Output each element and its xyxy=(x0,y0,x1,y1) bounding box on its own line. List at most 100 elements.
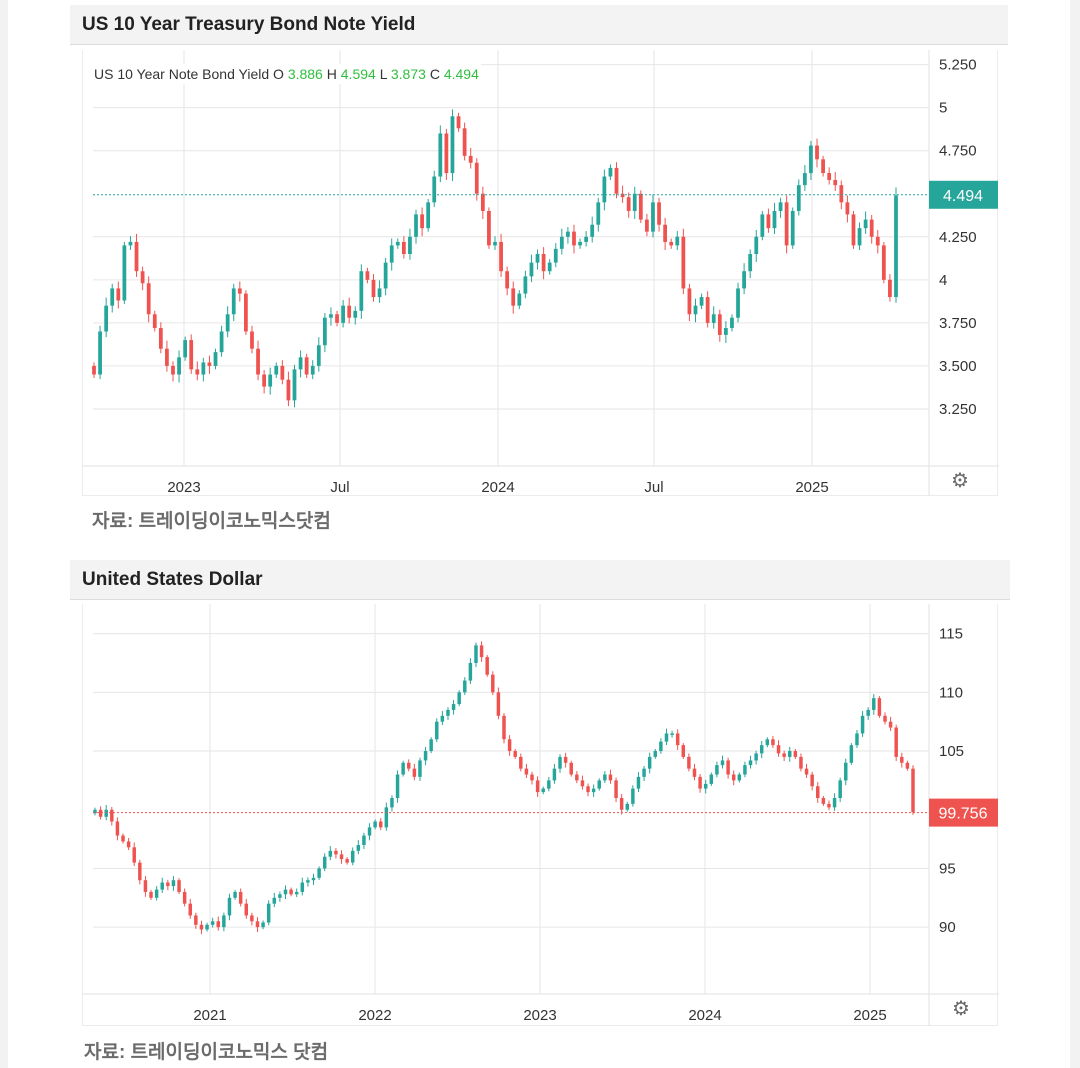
y-tick-label: 3.250 xyxy=(939,401,977,418)
candle-body xyxy=(839,185,844,203)
dollar-chart-title: United States Dollar xyxy=(70,560,1010,600)
candle-body xyxy=(487,210,491,246)
candle-body xyxy=(541,254,546,272)
candle-body xyxy=(371,279,376,298)
candle-body xyxy=(849,745,854,763)
candle-body xyxy=(523,276,528,294)
candle-body xyxy=(283,889,288,895)
candle-body xyxy=(356,844,361,851)
candle-body xyxy=(529,262,534,277)
candle-body xyxy=(517,293,522,306)
candle-body xyxy=(754,236,759,254)
last-value-text: 4.494 xyxy=(943,188,983,205)
candle-body xyxy=(575,774,579,781)
candle-body xyxy=(669,241,674,246)
candle-body xyxy=(383,262,388,289)
candle-body xyxy=(675,236,680,246)
candle-body xyxy=(154,889,159,898)
candle-body xyxy=(268,374,273,387)
candle-body xyxy=(122,245,127,301)
candle-body xyxy=(116,288,121,301)
candle-body xyxy=(158,328,163,349)
candle-body xyxy=(638,193,643,220)
candle-body xyxy=(664,733,669,742)
dollar-chart-box: 90 95 105 110 115 2021 2022 2023 2024 2025 99.756 xyxy=(82,604,999,1026)
x-tick-label: Jul xyxy=(644,479,663,496)
candle-body xyxy=(754,753,758,761)
candle-body xyxy=(563,756,568,763)
candle-body xyxy=(322,856,327,869)
candle-body xyxy=(663,224,668,242)
candle-body xyxy=(444,133,449,174)
candle-body xyxy=(875,236,880,246)
candle-body xyxy=(143,880,148,892)
ohlc-low-value: 3.873 xyxy=(390,66,426,82)
candle-body xyxy=(645,219,649,232)
candle-body xyxy=(866,709,870,716)
candle-body xyxy=(219,331,224,353)
candle-body xyxy=(505,271,510,289)
y-tick-label: 3.750 xyxy=(939,315,977,332)
candle-body xyxy=(255,921,260,928)
candle-body xyxy=(597,780,601,789)
candle-body xyxy=(457,692,461,705)
candle-body xyxy=(345,859,349,863)
candle-body xyxy=(474,645,478,663)
candle-body xyxy=(541,788,545,793)
candle-body xyxy=(737,774,742,781)
candle-body xyxy=(720,760,725,766)
candle-body xyxy=(815,145,819,160)
x-tick-label: 2024 xyxy=(688,1007,721,1024)
candle-body xyxy=(146,283,151,315)
candle-body xyxy=(227,897,232,916)
dollar-candlestick-chart[interactable]: 90 95 105 110 115 2021 2022 2023 2024 2025 99.756 xyxy=(83,604,999,1026)
candle-body xyxy=(636,776,641,789)
candle-body xyxy=(726,760,730,775)
candle-body xyxy=(426,202,431,229)
yield-candlestick-chart[interactable]: 3.250 3.500 3.750 4 4.250 4.750 5 5.250 2023 Jul 2… xyxy=(83,50,999,496)
gear-icon[interactable]: ⚙ xyxy=(952,998,970,1020)
candle-body xyxy=(222,915,226,928)
candle-body xyxy=(451,704,456,710)
candle-body xyxy=(438,133,443,177)
candle-body xyxy=(423,751,428,761)
candle-body xyxy=(620,193,625,198)
x-tick-label: 2024 xyxy=(481,479,514,496)
candle-body xyxy=(115,821,120,836)
y-tick-label: 90 xyxy=(939,919,956,936)
candle-body xyxy=(499,241,503,272)
candle-body xyxy=(832,798,837,808)
candle-body xyxy=(788,751,792,757)
y-tick-label: 105 xyxy=(939,743,964,760)
candle-body xyxy=(233,891,237,898)
candle-body xyxy=(603,774,607,781)
candle-body xyxy=(292,369,297,401)
ohlc-high-label: H xyxy=(326,66,337,82)
candle-body xyxy=(429,739,433,752)
candle-body xyxy=(833,179,838,186)
candle-body xyxy=(507,739,512,752)
candle-body xyxy=(316,345,321,366)
candle-body xyxy=(339,854,344,860)
candle-body xyxy=(778,202,783,211)
candle-body xyxy=(341,305,345,323)
candle-body xyxy=(373,821,377,828)
candle-body xyxy=(657,202,661,225)
candle-body xyxy=(883,715,887,722)
candle-body xyxy=(784,202,789,246)
gear-icon[interactable]: ⚙ xyxy=(951,470,969,492)
candle-body xyxy=(681,745,686,757)
candle-body xyxy=(207,362,212,366)
candle-body xyxy=(821,798,826,804)
candle-body xyxy=(653,751,658,757)
candle-body xyxy=(418,760,422,777)
candle-body xyxy=(905,762,910,769)
candle-body xyxy=(182,891,187,904)
candle-body xyxy=(317,868,321,878)
candle-body xyxy=(642,768,646,777)
candle-body xyxy=(250,331,254,349)
candle-body xyxy=(760,214,765,237)
candle-body xyxy=(578,241,582,246)
candle-body xyxy=(138,862,142,881)
candle-body xyxy=(790,210,795,246)
